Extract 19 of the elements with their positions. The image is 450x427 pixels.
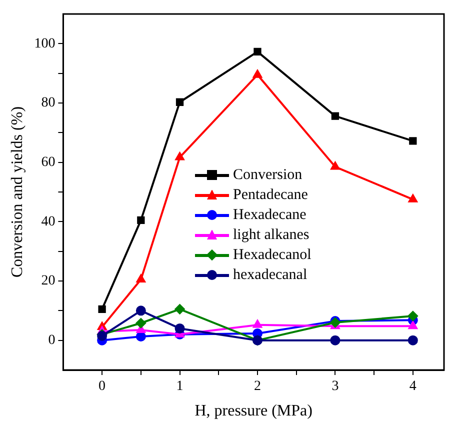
- legend-label: Hexadecanol: [233, 246, 312, 264]
- y-tick-label: 0: [48, 333, 56, 348]
- y-tick-label: 80: [41, 96, 56, 111]
- x-tick-label: 2: [254, 379, 261, 394]
- x-axis-title: H, pressure (MPa): [194, 402, 312, 420]
- y-axis-title: Conversion and yields (%): [8, 106, 26, 278]
- legend-label: Hexadecane: [233, 206, 306, 224]
- y-tick-label: 100: [34, 36, 56, 52]
- legend-label: Conversion: [233, 166, 302, 184]
- y-tick-label: 60: [41, 155, 56, 170]
- x-tick-label: 1: [176, 379, 184, 394]
- x-tick-label: 4: [409, 379, 416, 394]
- x-tick-label: 3: [332, 379, 339, 394]
- legend-label: Pentadecane: [233, 186, 308, 204]
- y-tick-label: 40: [41, 214, 56, 230]
- x-tick-label: 0: [98, 379, 106, 394]
- y-tick-label: 20: [41, 274, 56, 289]
- legend-label: hexadecanal: [233, 266, 308, 284]
- legend-label: light alkanes: [233, 226, 310, 244]
